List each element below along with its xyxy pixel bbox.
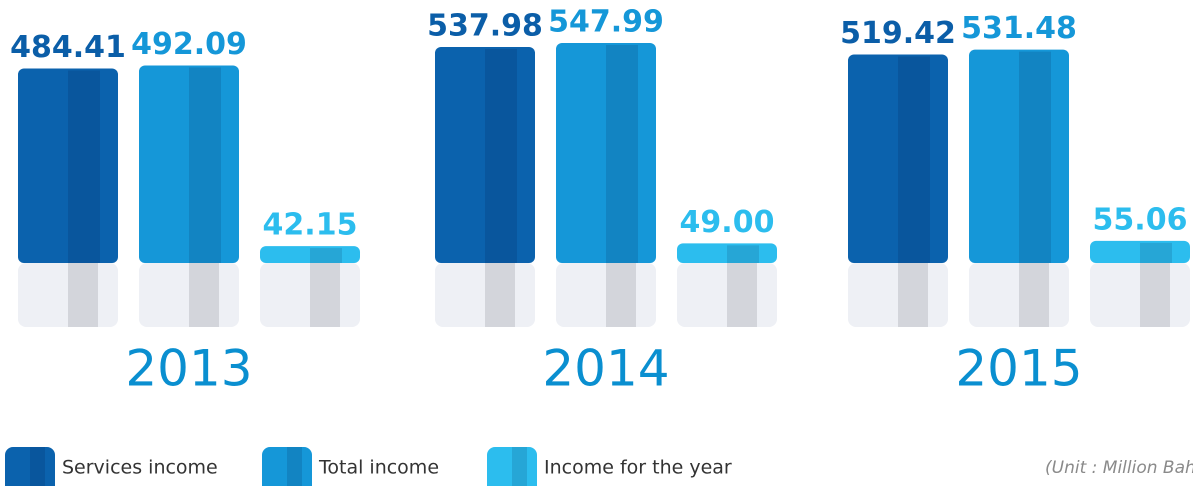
bar-base-shade xyxy=(727,263,757,327)
value-label: 42.15 xyxy=(263,208,358,243)
value-label: 49.00 xyxy=(680,205,775,240)
category-label: 2015 xyxy=(955,340,1082,398)
bar-shade xyxy=(189,67,221,263)
value-label: 519.42 xyxy=(840,16,956,51)
bar-shade xyxy=(898,56,930,264)
value-label: 55.06 xyxy=(1093,202,1188,237)
bar-shade xyxy=(1019,51,1051,264)
bar-base-shade xyxy=(1140,263,1170,327)
value-label: 484.41 xyxy=(10,30,126,65)
bar xyxy=(848,54,948,264)
bar xyxy=(677,243,777,263)
bar-base-shade xyxy=(1019,263,1049,327)
bar-base-shade xyxy=(310,263,340,327)
bar xyxy=(260,246,360,263)
bar xyxy=(139,65,239,263)
legend-swatch-shade xyxy=(512,447,527,486)
bar xyxy=(435,47,535,263)
legend-swatch xyxy=(262,447,312,486)
legend-label: Services income xyxy=(62,457,218,479)
value-label: 492.09 xyxy=(131,27,247,62)
value-label: 531.48 xyxy=(961,11,1077,46)
bar-shade xyxy=(310,248,342,263)
bar-base-shade xyxy=(189,263,219,327)
bar-shade xyxy=(68,70,100,263)
value-label: 537.98 xyxy=(427,9,543,44)
bar-base-shade xyxy=(485,263,515,327)
legend-label: Total income xyxy=(318,457,439,479)
bar-shade xyxy=(485,49,517,263)
value-label: 547.99 xyxy=(548,5,664,40)
bar-base-shade xyxy=(606,263,636,327)
bar-base-shade xyxy=(68,263,98,327)
bar xyxy=(18,68,118,263)
legend-swatch-shade xyxy=(30,447,45,486)
legend-swatch xyxy=(487,447,537,486)
bar xyxy=(556,43,656,263)
legend-swatch xyxy=(5,447,55,486)
unit-note: (Unit : Million Baht) xyxy=(1045,458,1193,478)
bar-base-shade xyxy=(898,263,928,327)
bar-shade xyxy=(727,245,759,263)
bar-shade xyxy=(1140,242,1172,263)
legend-swatch-shade xyxy=(287,447,302,486)
bar xyxy=(1090,240,1190,263)
category-label: 2014 xyxy=(542,340,669,398)
bar xyxy=(969,49,1069,264)
category-label: 2013 xyxy=(125,340,252,398)
bar-shade xyxy=(606,45,638,263)
legend-label: Income for the year xyxy=(544,457,732,479)
